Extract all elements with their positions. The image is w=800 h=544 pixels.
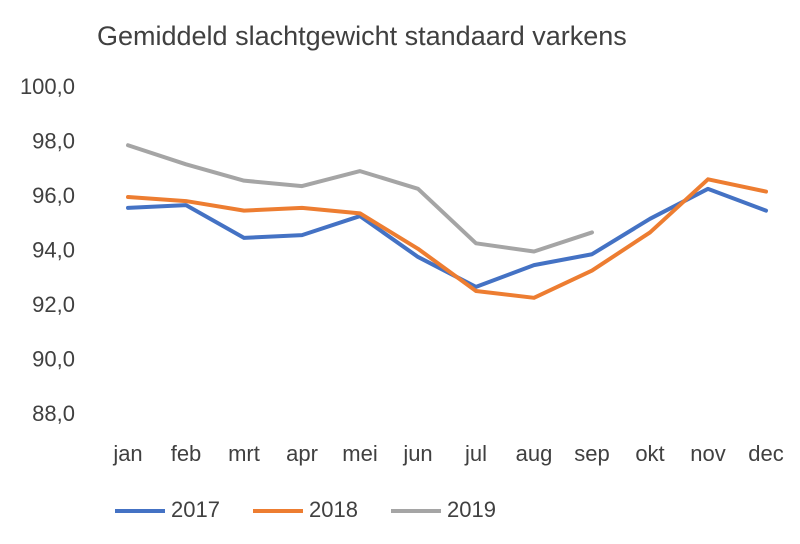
x-tick-label: mei bbox=[342, 441, 377, 466]
y-tick-label: 96,0 bbox=[32, 183, 75, 208]
y-tick-label: 88,0 bbox=[32, 401, 75, 426]
y-tick-label: 92,0 bbox=[32, 292, 75, 317]
y-tick-label: 90,0 bbox=[32, 346, 75, 371]
x-tick-label: jun bbox=[402, 441, 432, 466]
legend-label: 2018 bbox=[309, 497, 358, 522]
x-tick-label: jan bbox=[112, 441, 142, 466]
y-tick-label: 98,0 bbox=[32, 128, 75, 153]
x-tick-label: nov bbox=[690, 441, 725, 466]
chart-title: Gemiddeld slachtgewicht standaard varken… bbox=[97, 21, 627, 51]
x-tick-label: mrt bbox=[228, 441, 260, 466]
x-tick-label: apr bbox=[286, 441, 318, 466]
x-tick-label: feb bbox=[171, 441, 202, 466]
series-line bbox=[126, 143, 594, 254]
x-tick-label: aug bbox=[516, 441, 553, 466]
x-tick-label: dec bbox=[748, 441, 783, 466]
series-line bbox=[126, 177, 768, 300]
y-tick-label: 94,0 bbox=[32, 237, 75, 262]
x-tick-label: sep bbox=[574, 441, 609, 466]
legend-label: 2017 bbox=[171, 497, 220, 522]
x-tick-label: jul bbox=[464, 441, 487, 466]
legend-label: 2019 bbox=[447, 497, 496, 522]
x-tick-label: okt bbox=[635, 441, 664, 466]
y-tick-label: 100,0 bbox=[20, 74, 75, 99]
